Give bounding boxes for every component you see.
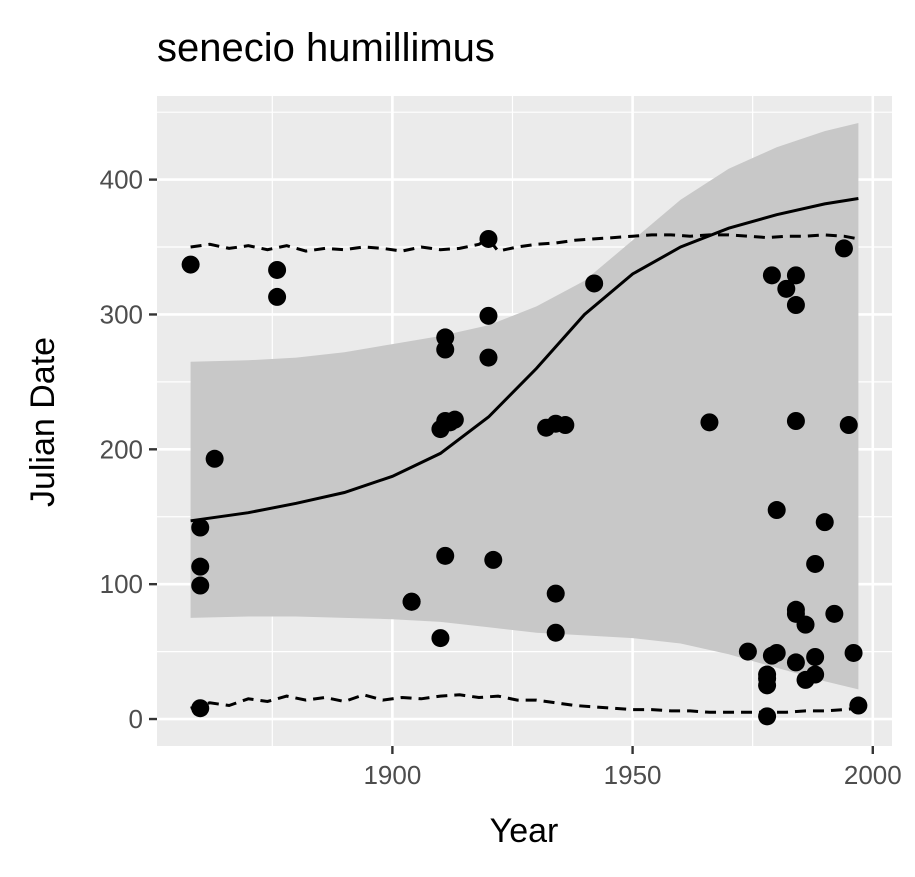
data-point xyxy=(767,643,786,662)
data-point xyxy=(786,412,805,430)
chart-title: senecio humillimus xyxy=(157,26,495,70)
data-point xyxy=(181,255,200,274)
data-point xyxy=(585,274,604,293)
y-tick-label: 300 xyxy=(100,299,143,329)
y-tick-label: 0 xyxy=(129,704,143,734)
y-tick-label: 400 xyxy=(100,165,143,195)
data-point xyxy=(796,615,815,634)
data-point xyxy=(758,707,777,726)
data-point xyxy=(546,623,565,642)
y-tick-label: 100 xyxy=(100,569,143,599)
y-tick-label: 200 xyxy=(100,434,143,464)
data-point xyxy=(786,653,805,672)
fitted-curve xyxy=(190,197,859,523)
data-point xyxy=(825,604,844,623)
data-point xyxy=(762,266,781,285)
upper-dashed-line xyxy=(190,233,859,253)
data-point xyxy=(556,416,575,435)
data-point xyxy=(268,287,287,306)
data-point xyxy=(191,518,210,537)
y-axis-title: Julian Date xyxy=(24,337,62,507)
data-point xyxy=(205,449,224,468)
data-points xyxy=(181,229,868,726)
data-point xyxy=(445,410,464,429)
data-point xyxy=(700,413,719,432)
data-point xyxy=(191,576,210,595)
data-point xyxy=(191,557,210,576)
data-point xyxy=(479,348,498,367)
plot-panel xyxy=(157,96,892,746)
data-point xyxy=(849,696,868,715)
x-tick-label: 1900 xyxy=(363,760,421,790)
data-point xyxy=(786,266,805,285)
data-point xyxy=(479,306,498,325)
data-point xyxy=(806,554,825,573)
data-point xyxy=(738,642,757,661)
data-point xyxy=(436,340,455,359)
x-tick-label: 1950 xyxy=(604,760,662,790)
lower-dashed-line xyxy=(190,693,859,714)
data-point xyxy=(484,550,503,569)
x-tick-label: 2000 xyxy=(844,760,902,790)
data-point xyxy=(758,676,777,695)
data-point xyxy=(806,665,825,684)
data-point xyxy=(806,647,825,666)
data-point xyxy=(786,296,805,315)
confidence-ribbon xyxy=(190,123,859,690)
data-point xyxy=(839,416,858,435)
data-point xyxy=(191,699,210,718)
data-point xyxy=(268,260,287,279)
x-axis-title: Year xyxy=(490,812,559,850)
data-point xyxy=(834,239,853,258)
data-point xyxy=(479,229,498,248)
data-point xyxy=(844,643,863,662)
data-point xyxy=(777,279,796,298)
axes: 0 100 200 300 400 1900 1950 2000 xyxy=(100,165,902,790)
data-point xyxy=(402,592,421,611)
data-point xyxy=(431,629,450,648)
data-point xyxy=(546,584,565,603)
data-point xyxy=(767,501,786,520)
data-point xyxy=(815,513,834,532)
data-point xyxy=(436,546,455,565)
